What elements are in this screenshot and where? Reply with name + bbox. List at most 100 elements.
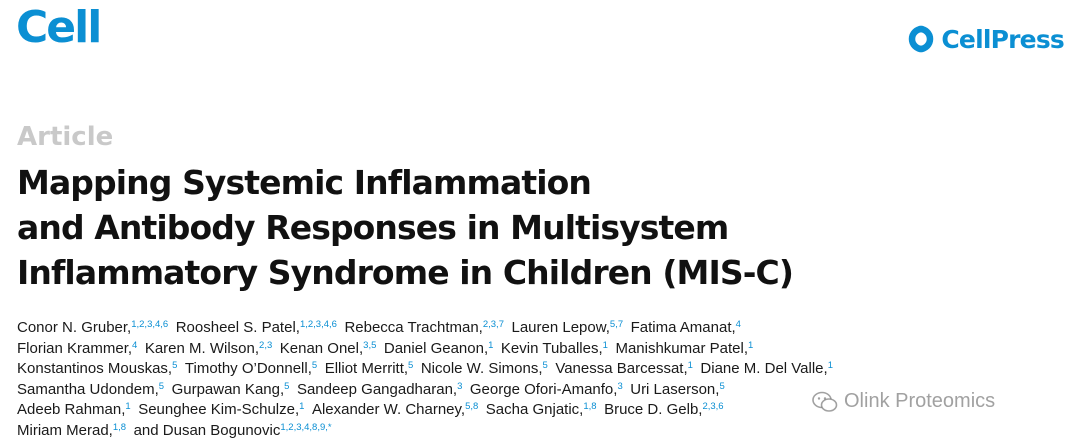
author-list: Conor N. Gruber,1,2,3,4,6 Roosheel S. Pa… [17, 318, 1067, 441]
author-name: Alexander W. Charney, [311, 401, 466, 418]
author: Samantha Udondem,5 [17, 381, 164, 398]
author-affiliation: 5 [719, 380, 725, 392]
author: Conor N. Gruber,1,2,3,4,6 [17, 319, 168, 336]
author-name: Diane M. Del Valle, [700, 360, 828, 377]
author-affiliation: 1 [687, 360, 693, 371]
author-affiliation: 1 [299, 401, 305, 412]
author-name: Roosheel S. Patel, [175, 319, 300, 336]
author-affiliation: 2,3,7 [482, 319, 504, 330]
author: Kevin Tuballes,1 [501, 340, 608, 357]
author: Gurpawan Kang,5 [172, 381, 290, 398]
cellpress-logo-icon [909, 25, 934, 53]
author-name: Vanessa Barcessat, [555, 360, 688, 377]
author: Lauren Lepow,5,7 [511, 319, 623, 336]
author-name: Lauren Lepow, [511, 319, 610, 336]
article-title: Mapping Systemic Inflammation and Antibo… [17, 160, 917, 295]
author-affiliation: 1,2,3,4,8,9,* [280, 421, 332, 433]
author-name: Seunghee Kim-Schulze, [138, 401, 300, 418]
author-name: Konstantinos Mouskas, [17, 360, 173, 377]
author-affiliation: 4 [735, 319, 741, 330]
author: Kenan Onel,3,5 [280, 340, 377, 357]
author-name: Florian Krammer, [17, 339, 133, 357]
author-affiliation: 4 [132, 339, 138, 351]
author-name: Gurpawan Kang, [171, 380, 285, 398]
author: George Ofori-Amanfo,3 [470, 381, 623, 398]
author: Florian Krammer,4 [17, 340, 137, 357]
author-name: Manishkumar Patel, [615, 339, 749, 357]
author: Vanessa Barcessat,1 [555, 360, 693, 377]
author-affiliation: 1 [827, 360, 833, 371]
author-name: and Dusan Bogunovic [133, 421, 281, 439]
author-line: Samantha Udondem,5 Gurpawan Kang,5 Sande… [17, 380, 1067, 401]
author-name: Timothy O’Donnell, [184, 360, 312, 377]
author-affiliation: 1 [125, 401, 131, 412]
author-affiliation: 5 [158, 380, 165, 392]
author: Karen M. Wilson,2,3 [145, 340, 272, 357]
author-name: George Ofori-Amanfo, [469, 380, 618, 398]
author-name: Kevin Tuballes, [500, 339, 603, 357]
author-line: Florian Krammer,4 Karen M. Wilson,2,3 Ke… [17, 339, 1067, 360]
author: Adeeb Rahman,1 [17, 401, 131, 418]
author-affiliation: 3 [457, 380, 463, 392]
author-name: Miriam Merad, [17, 421, 113, 439]
author: Diane M. Del Valle,1 [700, 360, 833, 377]
author-affiliation: 5,7 [609, 319, 624, 330]
author-name: Conor N. Gruber, [17, 319, 132, 336]
author: Miriam Merad,1,8 [17, 422, 126, 439]
author: Roosheel S. Patel,1,2,3,4,6 [176, 319, 337, 336]
author: Konstantinos Mouskas,5 [17, 360, 177, 377]
author: Elliot Merritt,5 [325, 360, 414, 377]
author-line: Miriam Merad,1,8 and Dusan Bogunovic1,2,… [17, 421, 1067, 442]
author: Sacha Gnjatic,1,8 [486, 401, 597, 418]
author: Fatima Amanat,4 [631, 319, 741, 336]
author: Nicole W. Simons,5 [421, 360, 548, 377]
author-name: Sacha Gnjatic, [485, 401, 584, 418]
title-line: Inflammatory Syndrome in Children (MIS-C… [17, 253, 794, 292]
journal-logo: Cell [16, 2, 102, 53]
author-name: Sandeep Gangadharan, [296, 380, 458, 398]
author-name: Rebecca Trachtman, [344, 319, 483, 336]
author-affiliation: 3 [617, 380, 623, 392]
author: Rebecca Trachtman,2,3,7 [344, 319, 504, 336]
author-affiliation: 5 [311, 360, 318, 371]
author-affiliation: 1,2,3,4,6 [131, 319, 169, 330]
author: Manishkumar Patel,1 [615, 340, 753, 357]
article-type: Article [17, 122, 114, 152]
author-affiliation: 5 [408, 360, 414, 371]
author: Sandeep Gangadharan,3 [297, 381, 462, 398]
author: Seunghee Kim-Schulze,1 [138, 401, 304, 418]
author-affiliation: 5 [542, 360, 548, 371]
author-name: Uri Laserson, [630, 380, 720, 398]
author-name: Karen M. Wilson, [144, 339, 260, 357]
author-name: Adeeb Rahman, [17, 401, 126, 418]
author: Bruce D. Gelb,2,3,6 [604, 401, 724, 418]
author-name: Daniel Geanon, [383, 339, 489, 357]
author-affiliation: 1,2,3,4,6 [299, 319, 337, 330]
author: Uri Laserson,5 [630, 381, 725, 398]
author: Alexander W. Charney,5,8 [312, 401, 478, 418]
author-affiliation: 5 [284, 380, 290, 392]
author-affiliation: 1,8 [583, 401, 597, 412]
author: and Dusan Bogunovic1,2,3,4,8,9,* [134, 422, 332, 439]
author-name: Samantha Udondem, [17, 380, 159, 398]
author-line: Adeeb Rahman,1 Seunghee Kim-Schulze,1 Al… [17, 400, 1067, 421]
author-line: Conor N. Gruber,1,2,3,4,6 Roosheel S. Pa… [17, 318, 1067, 339]
author-name: Kenan Onel, [279, 339, 364, 357]
author-affiliation: 1 [748, 339, 754, 351]
author-affiliation: 1,8 [112, 421, 127, 433]
author: Daniel Geanon,1 [384, 340, 494, 357]
author-affiliation: 2,3,6 [702, 401, 724, 412]
author-line: Konstantinos Mouskas,5 Timothy O’Donnell… [17, 359, 1067, 380]
author-affiliation: 2,3 [259, 339, 273, 351]
author-name: Elliot Merritt, [324, 360, 409, 377]
author: Timothy O’Donnell,5 [185, 360, 317, 377]
publisher-name: CellPress [941, 24, 1064, 54]
title-line: and Antibody Responses in Multisystem [17, 208, 729, 247]
author-affiliation: 5 [172, 360, 178, 371]
author-affiliation: 3,5 [363, 339, 377, 351]
author-affiliation: 1 [602, 339, 608, 351]
author-affiliation: 1 [488, 339, 494, 351]
title-line: Mapping Systemic Inflammation [17, 163, 592, 202]
author-name: Bruce D. Gelb, [604, 401, 703, 418]
author-name: Fatima Amanat, [630, 319, 736, 336]
